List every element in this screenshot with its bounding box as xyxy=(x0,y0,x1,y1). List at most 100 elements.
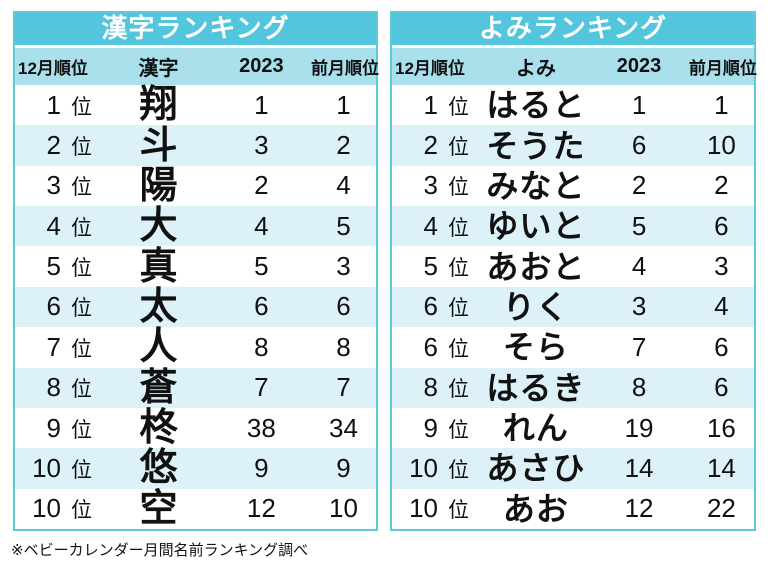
name-cell: 人 xyxy=(139,326,178,369)
prev-rank-cell: 6 xyxy=(714,210,729,241)
value-2023-cell: 4 xyxy=(631,251,647,282)
column-header-december-rank: 12月順位 xyxy=(395,59,465,78)
prev-rank-cell: 22 xyxy=(706,493,736,524)
name-cell: りく xyxy=(502,288,569,325)
name-cell: そら xyxy=(502,329,569,366)
prev-rank-cell: 7 xyxy=(336,372,351,403)
prev-rank-cell: 3 xyxy=(336,251,351,282)
value-2023-cell: 19 xyxy=(624,412,654,443)
name-cell: れん xyxy=(502,410,569,447)
table-row: 9 位 柊 38 34 xyxy=(15,407,376,449)
rank-suffix: 位 xyxy=(448,176,469,200)
rank-cell: 10 位 xyxy=(392,453,483,484)
name-cell: あおと xyxy=(486,248,586,285)
prev-rank-cell: 9 xyxy=(336,452,351,483)
name-cell: 蒼 xyxy=(139,366,178,409)
rank-number: 10 xyxy=(32,493,61,524)
column-header-yomi: よみ xyxy=(515,58,556,80)
rank-number: 5 xyxy=(46,251,61,282)
table-row: 10 位あさひ 14 14 xyxy=(392,448,754,489)
value-2023-cell: 7 xyxy=(254,372,269,403)
rank-suffix: 位 xyxy=(448,337,469,361)
rank-number: 7 xyxy=(46,331,61,362)
prev-rank-cell: 34 xyxy=(329,412,358,443)
prev-rank-cell: 2 xyxy=(336,130,351,161)
value-2023-cell: 9 xyxy=(254,452,269,483)
column-header-kanji: 漢字 xyxy=(138,58,179,80)
name-cell: 陽 xyxy=(139,164,178,207)
name-cell: 太 xyxy=(139,285,178,328)
value-2023-cell: 14 xyxy=(624,452,654,483)
name-cell: 悠 xyxy=(139,447,178,490)
rank-suffix: 位 xyxy=(448,418,469,442)
rank-suffix: 位 xyxy=(448,458,469,482)
prev-rank-cell: 6 xyxy=(714,331,729,362)
name-cell: はると xyxy=(486,87,586,124)
prev-rank-cell: 3 xyxy=(714,251,729,282)
rank-suffix: 位 xyxy=(71,458,92,482)
yomi-ranking-table: よみランキング 12月順位 よみ 2023 前月順位 1 位はると 1 1 2 位そうた 6… xyxy=(390,11,757,531)
value-2023-cell: 3 xyxy=(254,130,269,161)
rank-suffix: 位 xyxy=(448,378,469,402)
rank-number: 9 xyxy=(46,412,61,443)
rank-suffix: 位 xyxy=(71,297,92,321)
rank-cell: 10 位 xyxy=(392,493,483,524)
value-2023-cell: 1 xyxy=(254,89,269,120)
value-2023-cell: 3 xyxy=(631,291,647,322)
column-header-december-rank: 12月順位 xyxy=(18,59,88,78)
table-title: よみランキング xyxy=(392,13,754,48)
rank-suffix: 位 xyxy=(71,257,92,281)
rank-suffix: 位 xyxy=(71,136,92,160)
name-cell: ゆいと xyxy=(486,208,586,245)
name-cell: 斗 xyxy=(139,124,178,167)
rank-number: 4 xyxy=(46,210,61,241)
name-cell: そうた xyxy=(486,127,586,164)
rank-number: 6 xyxy=(46,291,61,322)
rank-number: 9 xyxy=(423,412,438,443)
name-cell: はるき xyxy=(486,369,586,406)
rank-suffix: 位 xyxy=(71,378,92,402)
table-row: 6 位りく 3 4 xyxy=(392,286,754,328)
value-2023-cell: 6 xyxy=(631,130,647,161)
table-body: 1 位はると 1 1 2 位そうた 6 10 3 位みなと 2 2 4 位ゆいと 5 6 5 位あおと 4 3 6 位りく… xyxy=(392,85,754,529)
value-2023-cell: 12 xyxy=(246,493,276,524)
rank-number: 10 xyxy=(409,493,438,524)
rank-suffix: 位 xyxy=(71,418,92,442)
table-title: 漢字ランキング xyxy=(15,13,376,48)
prev-rank-cell: 4 xyxy=(714,291,729,322)
table-row: 9 位れん 19 16 xyxy=(392,407,754,449)
value-2023-cell: 2 xyxy=(254,170,269,201)
prev-rank-cell: 1 xyxy=(336,89,351,120)
value-2023-cell: 6 xyxy=(254,291,269,322)
name-cell: 空 xyxy=(139,487,178,530)
rank-number: 8 xyxy=(46,372,61,403)
table-header-row: 12月順位 漢字 2023 前月順位 xyxy=(15,48,379,85)
column-header-previous-month-rank: 前月順位 xyxy=(311,59,379,78)
rank-number: 8 xyxy=(423,372,438,403)
rank-number: 2 xyxy=(46,130,61,161)
prev-rank-cell: 14 xyxy=(706,452,736,483)
value-2023-cell: 4 xyxy=(254,210,269,241)
prev-rank-cell: 10 xyxy=(706,130,736,161)
rank-number: 4 xyxy=(423,210,438,241)
prev-rank-cell: 10 xyxy=(329,493,358,524)
